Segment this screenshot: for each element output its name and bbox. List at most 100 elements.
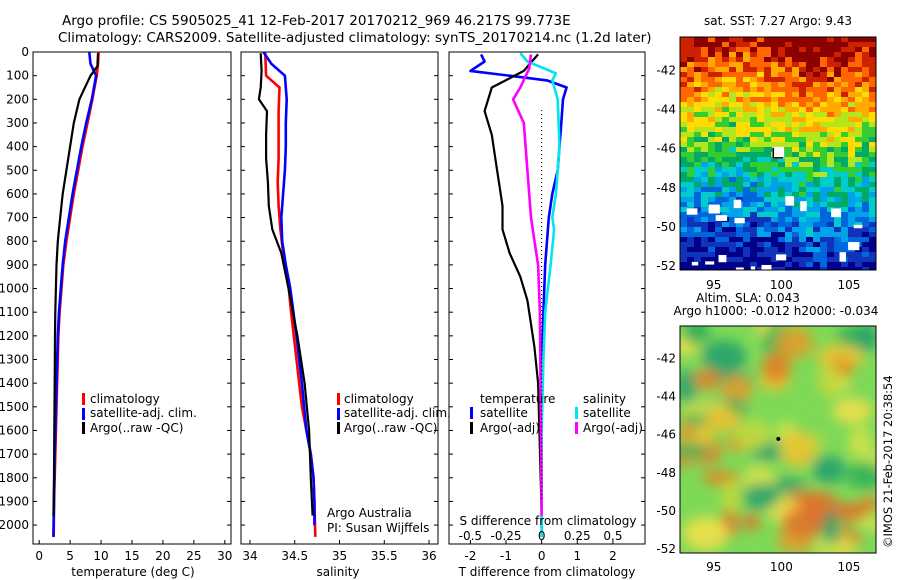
sst-cell <box>715 87 723 93</box>
sst-cell <box>792 252 800 258</box>
sst-cell <box>743 42 751 48</box>
legend-swatch-argo <box>337 422 340 434</box>
sst-cell <box>820 137 828 143</box>
sst-cell <box>862 122 870 128</box>
sst-cell <box>799 177 807 183</box>
sst-cell <box>792 47 800 53</box>
sst-missing-patch <box>718 254 727 263</box>
sst-cell <box>841 102 849 108</box>
sst-cell <box>757 267 765 270</box>
sst-cell <box>715 212 723 218</box>
sst-cell <box>771 192 779 198</box>
sla-blob <box>832 397 873 424</box>
sst-cell <box>701 82 709 88</box>
sst-cell <box>820 212 828 218</box>
sst-cell <box>820 87 828 93</box>
sst-cell <box>771 37 779 43</box>
sst-cell <box>827 82 835 88</box>
sst-cell <box>736 152 744 158</box>
sla-blob <box>780 431 817 467</box>
sst-cell <box>806 122 814 128</box>
sst-cell <box>687 197 695 203</box>
sst-cell <box>701 42 709 48</box>
sst-cell <box>778 202 786 208</box>
sst-cell <box>743 157 751 163</box>
sst-cell <box>827 192 835 198</box>
sst-cell <box>729 57 737 63</box>
sst-cell <box>687 37 695 43</box>
sst-cell <box>806 257 814 263</box>
sst-cell <box>820 202 828 208</box>
sst-cell <box>785 112 793 118</box>
sst-cell <box>757 87 765 93</box>
sst-cell <box>813 167 821 173</box>
legend-label-t-argo: Argo(-adj) <box>480 421 540 435</box>
sst-cell <box>701 137 709 143</box>
sst-cell <box>687 142 695 148</box>
sst-cell <box>806 197 814 203</box>
sst-cell <box>848 47 856 53</box>
sst-cell <box>841 57 849 63</box>
sst-cell <box>757 227 765 233</box>
sst-cell <box>869 222 876 228</box>
sst-cell <box>869 202 876 208</box>
sst-cell <box>869 137 876 143</box>
sst-cell <box>799 197 807 203</box>
sst-cell <box>694 182 702 188</box>
sst-cell <box>687 77 695 83</box>
y-tick-label: 100 <box>6 69 29 83</box>
sst-cell <box>764 92 772 98</box>
sst-cell <box>715 152 723 158</box>
sst-cell <box>701 227 709 233</box>
sst-cell <box>722 182 730 188</box>
sst-cell <box>757 237 765 243</box>
sst-cell <box>820 107 828 113</box>
map-y-tick-label: -46 <box>656 428 676 442</box>
legend-swatch-satellite <box>337 408 340 420</box>
sst-cell <box>680 137 688 143</box>
sst-cell <box>764 42 772 48</box>
sst-cell <box>792 237 800 243</box>
sst-cell <box>701 127 709 133</box>
sst-cell <box>757 147 765 153</box>
sst-cell <box>729 167 737 173</box>
sst-cell <box>694 252 702 258</box>
sst-cell <box>862 267 870 270</box>
sst-cell <box>743 217 751 223</box>
sst-cell <box>820 222 828 228</box>
sst-cell <box>708 102 716 108</box>
sst-cell <box>778 247 786 253</box>
sst-cell <box>869 142 876 148</box>
sst-cell <box>799 62 807 68</box>
sst-cell <box>750 227 758 233</box>
sst-cell <box>862 257 870 263</box>
sst-cell <box>694 102 702 108</box>
sst-cell <box>862 167 870 173</box>
sst-cell <box>778 57 786 63</box>
sst-cell <box>869 42 876 48</box>
sst-cell <box>820 172 828 178</box>
sst-cell <box>792 202 800 208</box>
sst-cell <box>834 252 842 258</box>
sst-cell <box>806 42 814 48</box>
sst-missing-patch <box>848 242 860 251</box>
sst-cell <box>680 67 688 73</box>
sst-cell <box>869 107 876 113</box>
sst-cell <box>729 237 737 243</box>
sst-cell <box>687 122 695 128</box>
sst-cell <box>750 72 758 78</box>
sst-cell <box>841 52 849 58</box>
y-tick-label: 500 <box>6 163 29 177</box>
sst-cell <box>778 192 786 198</box>
sst-cell <box>729 67 737 73</box>
sst-cell <box>855 102 863 108</box>
sst-cell <box>792 92 800 98</box>
sst-cell <box>750 67 758 73</box>
sst-cell <box>834 202 842 208</box>
sst-cell <box>729 97 737 103</box>
sst-cell <box>820 207 828 213</box>
sst-cell <box>785 117 793 123</box>
sst-cell <box>701 62 709 68</box>
sst-cell <box>764 57 772 63</box>
sst-cell <box>820 217 828 223</box>
